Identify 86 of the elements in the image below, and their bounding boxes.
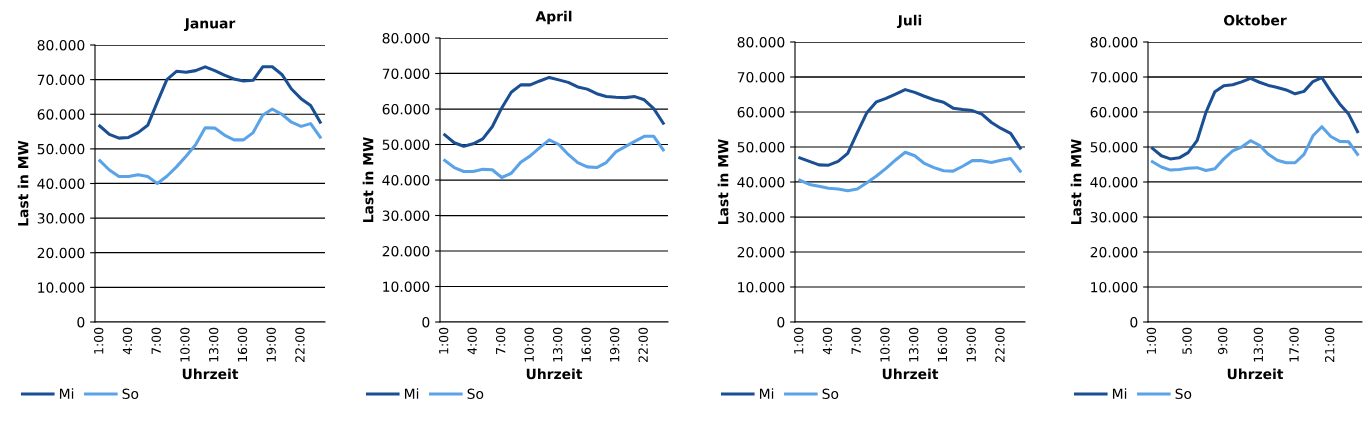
y-axis-title: Last in MW bbox=[717, 139, 729, 225]
y-tick-label: 10.000 bbox=[383, 281, 430, 292]
x-tick-label: 5:00 bbox=[1182, 327, 1192, 354]
y-tick-label: 20.000 bbox=[382, 245, 430, 257]
y-tick-label: 80.000 bbox=[1090, 36, 1138, 48]
y-tick-label: 30.000 bbox=[37, 213, 85, 224]
y-tick-label: 80.000 bbox=[382, 32, 430, 44]
y-tick-label: 80.000 bbox=[37, 39, 85, 51]
y-tick-label: 60.000 bbox=[382, 103, 430, 115]
chart-title: Januar bbox=[183, 18, 236, 32]
x-tick-label: 7:00 bbox=[495, 327, 506, 354]
y-tick-label: 10.000 bbox=[1091, 281, 1138, 293]
y-tick-label: 70.000 bbox=[1090, 71, 1138, 83]
y-axis-title: Last in MW bbox=[1070, 139, 1082, 225]
y-tick-label: 70.000 bbox=[737, 71, 785, 83]
x-tick-label: 19:00 bbox=[966, 327, 976, 362]
y-tick-label: 20.000 bbox=[737, 246, 785, 258]
y-tick-label: 60.000 bbox=[37, 109, 85, 120]
chart-title: Juli bbox=[896, 14, 922, 29]
y-axis-title: Last in MW bbox=[362, 137, 374, 223]
y-tick-label: 30.000 bbox=[382, 210, 430, 221]
y-tick-label: 80.000 bbox=[737, 36, 785, 48]
x-tick-label: 21:00 bbox=[1324, 327, 1335, 362]
y-tick-label: 40.000 bbox=[382, 174, 430, 186]
x-tick-label: 1:00 bbox=[793, 327, 804, 354]
y-tick-label: 50.000 bbox=[37, 143, 85, 155]
x-tick-label: 13:00 bbox=[552, 327, 563, 362]
x-tick-label: 10:00 bbox=[524, 327, 534, 362]
x-tick-label: 4:00 bbox=[822, 327, 833, 355]
x-tick-label: 19:00 bbox=[266, 327, 276, 362]
legend-label: Mi bbox=[1112, 388, 1127, 399]
y-tick-label: 10.000 bbox=[38, 282, 85, 293]
legend-label: Mi bbox=[759, 388, 774, 399]
y-tick-label: 20.000 bbox=[37, 247, 85, 259]
x-tick-label: 16:00 bbox=[937, 327, 948, 362]
y-tick-label: 10.000 bbox=[738, 281, 785, 293]
chart-title: Oktober bbox=[1223, 14, 1287, 26]
x-axis-title: Uhrzeit bbox=[882, 368, 939, 380]
x-tick-label: 9:00 bbox=[1217, 327, 1228, 355]
legend-label: Mi bbox=[404, 388, 419, 399]
x-tick-label: 7:00 bbox=[151, 327, 161, 354]
y-tick-label: 0 bbox=[422, 316, 430, 328]
y-tick-label: 0 bbox=[1130, 316, 1138, 328]
x-tick-label: 17:00 bbox=[1289, 327, 1299, 362]
y-tick-label: 0 bbox=[77, 316, 85, 328]
y-tick-label: 50.000 bbox=[382, 139, 430, 150]
y-axis-title: Last in MW bbox=[17, 140, 29, 226]
y-tick-label: 0 bbox=[777, 316, 785, 328]
x-axis-title: Uhrzeit bbox=[182, 368, 239, 380]
x-tick-label: 22:00 bbox=[995, 327, 1005, 362]
y-tick-label: 30.000 bbox=[1090, 211, 1138, 223]
x-tick-label: 4:00 bbox=[467, 327, 477, 355]
y-tick-label: 40.000 bbox=[37, 178, 85, 189]
legend-label: So bbox=[122, 388, 139, 400]
x-tick-label: 22:00 bbox=[295, 327, 305, 362]
y-tick-label: 70.000 bbox=[382, 68, 430, 79]
x-tick-label: 16:00 bbox=[237, 327, 248, 362]
y-tick-label: 70.000 bbox=[37, 74, 85, 86]
y-tick-label: 20.000 bbox=[1090, 246, 1138, 258]
y-tick-label: 40.000 bbox=[737, 176, 785, 188]
x-tick-label: 19:00 bbox=[609, 327, 620, 362]
x-tick-label: 7:00 bbox=[851, 327, 861, 354]
x-axis-title: Uhrzeit bbox=[1227, 368, 1284, 380]
x-tick-label: 4:00 bbox=[122, 327, 133, 355]
legend-label: So bbox=[1175, 388, 1192, 400]
x-tick-label: 1:00 bbox=[93, 327, 104, 354]
x-tick-label: 13:00 bbox=[1253, 327, 1264, 362]
y-tick-label: 60.000 bbox=[737, 106, 785, 118]
x-axis-title: Uhrzeit bbox=[526, 368, 583, 380]
y-tick-label: 50.000 bbox=[1090, 141, 1138, 153]
x-tick-label: 10:00 bbox=[180, 327, 190, 362]
x-tick-label: 10:00 bbox=[880, 327, 890, 362]
y-tick-label: 60.000 bbox=[1090, 106, 1138, 118]
x-tick-label: 22:00 bbox=[638, 327, 648, 362]
x-tick-label: 13:00 bbox=[908, 327, 919, 362]
chart-title: April bbox=[535, 10, 572, 25]
legend-label: So bbox=[822, 388, 839, 400]
legend-label: So bbox=[467, 388, 484, 400]
legend-label: Mi bbox=[59, 388, 74, 399]
y-tick-label: 50.000 bbox=[737, 141, 785, 153]
x-tick-label: 1:00 bbox=[1146, 327, 1157, 354]
x-tick-label: 16:00 bbox=[581, 327, 591, 362]
y-tick-label: 40.000 bbox=[1090, 176, 1138, 188]
x-tick-label: 13:00 bbox=[208, 327, 219, 362]
x-tick-label: 1:00 bbox=[438, 327, 449, 354]
y-tick-label: 30.000 bbox=[737, 211, 785, 223]
